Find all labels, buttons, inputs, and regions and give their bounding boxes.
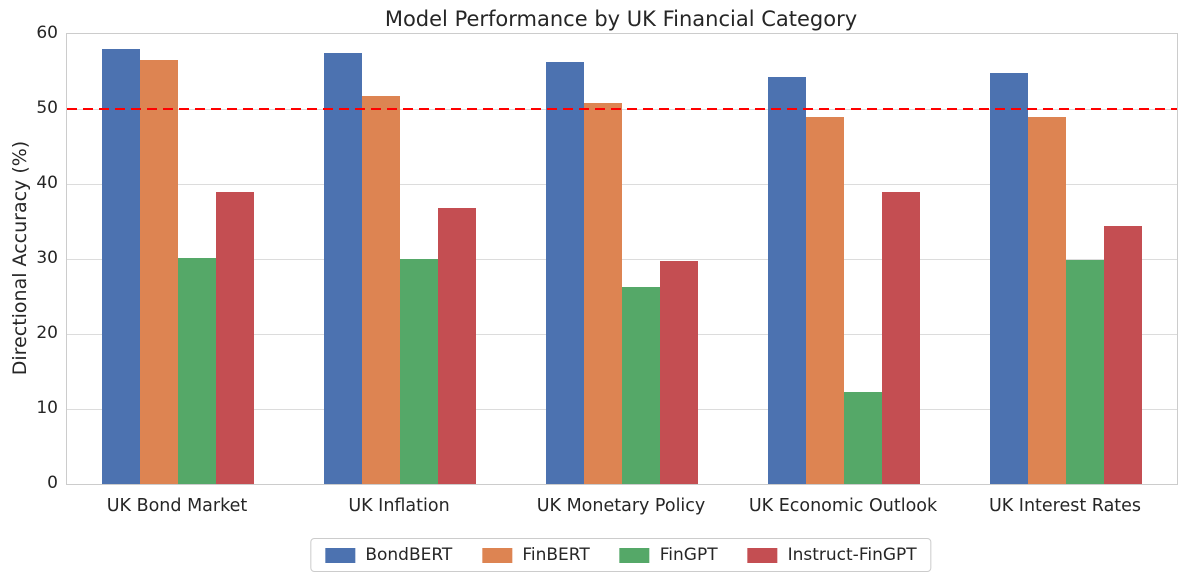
chart-title: Model Performance by UK Financial Catego… <box>384 7 858 31</box>
y-tick-label-20: 20 <box>36 323 58 343</box>
reference-line-50 <box>67 108 1177 110</box>
bar-finbert-uk-inflation <box>362 95 400 484</box>
bar-fingpt-uk-inflation <box>400 259 438 484</box>
bar-fingpt-uk-interest-rates <box>1066 259 1104 484</box>
bar-fingpt-uk-economic-outlook <box>844 391 882 484</box>
bar-instruct-fingpt-uk-bond-market <box>216 191 254 484</box>
legend: BondBERT FinBERT FinGPT Instruct-FinGPT <box>310 538 932 572</box>
bar-bondbert-uk-monetary-policy <box>546 61 584 484</box>
y-tick-label-50: 50 <box>36 98 58 118</box>
bar-finbert-uk-economic-outlook <box>806 116 844 484</box>
legend-swatch-fingpt <box>619 547 650 563</box>
legend-item-instruct-fingpt: Instruct-FinGPT <box>747 545 917 565</box>
legend-item-fingpt: FinGPT <box>619 545 718 565</box>
bar-group-uk-interest-rates <box>955 34 1177 484</box>
bar-bondbert-uk-economic-outlook <box>768 76 806 484</box>
x-tick-label-uk-bond-market: UK Bond Market <box>106 496 248 516</box>
legend-label-finbert: FinBERT <box>522 545 590 565</box>
bar-finbert-uk-bond-market <box>140 60 178 484</box>
bar-fingpt-uk-bond-market <box>178 257 216 484</box>
x-axis-ticks: UK Bond Market UK Inflation UK Monetary Po… <box>66 496 1176 516</box>
bar-finbert-uk-interest-rates <box>1028 116 1066 484</box>
x-tick-label-uk-inflation: UK Inflation <box>348 496 450 516</box>
plot-area <box>66 33 1178 485</box>
legend-item-finbert: FinBERT <box>482 545 590 565</box>
bar-group-uk-bond-market <box>67 34 289 484</box>
bar-group-uk-monetary-policy <box>511 34 733 484</box>
bar-instruct-fingpt-uk-inflation <box>438 208 476 484</box>
legend-label-bondbert: BondBERT <box>365 545 453 565</box>
legend-label-fingpt: FinGPT <box>659 545 718 565</box>
bar-instruct-fingpt-uk-interest-rates <box>1104 226 1142 484</box>
bar-bondbert-uk-inflation <box>324 52 362 484</box>
x-tick-label-uk-monetary-policy: UK Monetary Policy <box>536 496 706 516</box>
y-tick-label-60: 60 <box>36 23 58 43</box>
y-tick-label-30: 30 <box>36 248 58 268</box>
bar-groups <box>67 34 1177 484</box>
bar-group-uk-economic-outlook <box>733 34 955 484</box>
legend-swatch-instruct-fingpt <box>747 547 778 563</box>
bar-finbert-uk-monetary-policy <box>584 103 622 484</box>
legend-item-bondbert: BondBERT <box>325 545 452 565</box>
y-axis-ticks: 0 10 20 30 40 50 60 <box>0 23 58 493</box>
legend-swatch-finbert <box>482 547 513 563</box>
x-tick-label-uk-interest-rates: UK Interest Rates <box>988 496 1142 516</box>
y-tick-label-0: 0 <box>47 473 58 493</box>
bar-instruct-fingpt-uk-monetary-policy <box>660 260 698 484</box>
legend-label-instruct-fingpt: Instruct-FinGPT <box>787 545 917 565</box>
gridline-40 <box>67 184 1177 185</box>
y-tick-label-10: 10 <box>36 398 58 418</box>
bar-group-uk-inflation <box>289 34 511 484</box>
legend-swatch-bondbert <box>325 547 356 563</box>
bar-fingpt-uk-monetary-policy <box>622 286 660 484</box>
y-tick-label-40: 40 <box>36 173 58 193</box>
bar-bondbert-uk-bond-market <box>102 49 140 484</box>
bar-bondbert-uk-interest-rates <box>990 73 1028 484</box>
x-tick-label-uk-economic-outlook: UK Economic Outlook <box>748 496 938 516</box>
bar-instruct-fingpt-uk-economic-outlook <box>882 191 920 484</box>
gridline-30 <box>67 259 1177 260</box>
